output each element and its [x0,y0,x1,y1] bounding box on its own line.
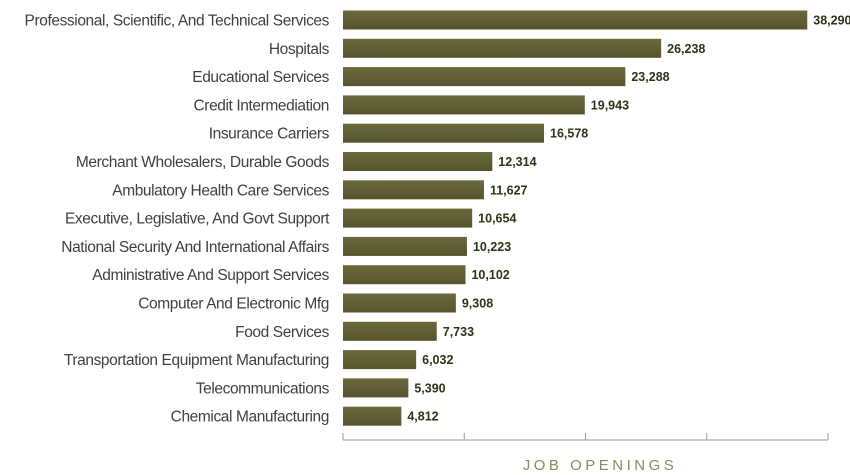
bar-group: Chemical Manufacturing 4,812 [171,406,439,426]
bar-group: Administrative And Support Services 10,10… [92,265,510,285]
value-label: 16,578 [550,127,588,141]
x-axis [342,433,829,441]
bar-group: Professional, Scientific, And Technical … [25,10,850,30]
bar-group: Food Services 7,733 [235,321,474,341]
bar-group: Educational Services 23,288 [192,67,670,87]
value-label: 10,223 [473,240,511,254]
value-label: 4,812 [407,410,438,424]
value-label: 6,032 [422,353,453,367]
bar-group: Hospitals 26,238 [269,38,705,58]
value-label: 38,290 [813,14,850,28]
bar [343,10,808,30]
bar-group: Computer And Electronic Mfg 9,308 [138,293,493,313]
bar-group: Insurance Carriers 16,578 [209,123,588,143]
value-label: 26,238 [667,42,705,56]
bar [343,293,456,313]
bar [343,180,484,200]
bar [343,321,437,341]
value-label: 10,102 [471,268,509,282]
category-label: Executive, Legislative, And Govt Support [65,211,330,228]
bar-group: Ambulatory Health Care Services 11,627 [112,180,528,200]
category-label: Educational Services [192,69,329,86]
category-label: Computer And Electronic Mfg [138,296,329,313]
bars-layer: Professional, Scientific, And Technical … [25,10,850,426]
bar [343,406,402,426]
x-axis-title: JOB OPENINGS [523,457,678,474]
bar [343,208,473,228]
category-label: Ambulatory Health Care Services [112,182,329,199]
category-label: National Security And International Affa… [61,239,329,256]
category-label: Insurance Carriers [209,126,330,143]
value-label: 12,314 [498,155,536,169]
bar [343,378,409,398]
category-label: Hospitals [269,41,330,58]
bar [343,236,467,256]
value-label: 9,308 [462,297,493,311]
category-label: Transportation Equipment Manufacturing [64,352,329,369]
category-label: Professional, Scientific, And Technical … [25,13,330,30]
bar-group: Merchant Wholesalers, Durable Goods 12,31… [76,152,537,171]
value-label: 5,390 [414,381,445,395]
bar [343,265,466,285]
value-label: 23,288 [631,70,669,84]
bar [343,123,545,143]
value-label: 19,943 [591,98,629,112]
category-label: Telecommunications [196,380,330,397]
value-label: 11,627 [490,183,528,197]
bar [343,95,585,115]
category-label: Administrative And Support Services [92,267,329,284]
value-label: 10,654 [478,212,516,226]
value-label: 7,733 [443,325,474,339]
bar-group: Telecommunications 5,390 [196,378,446,398]
bar-group: Transportation Equipment Manufacturing 6,… [64,350,453,370]
bar [343,38,662,58]
bar [343,152,493,171]
bar-group: Executive, Legislative, And Govt Support… [65,208,516,228]
category-label: Credit Intermediation [194,97,329,114]
category-label: Chemical Manufacturing [171,409,329,426]
category-label: Food Services [235,324,330,341]
category-label: Merchant Wholesalers, Durable Goods [76,154,330,171]
bar-group: Credit Intermediation 19,943 [194,95,629,115]
bar-group: National Security And International Affa… [61,236,511,256]
bar [343,350,417,370]
bar [343,67,626,87]
